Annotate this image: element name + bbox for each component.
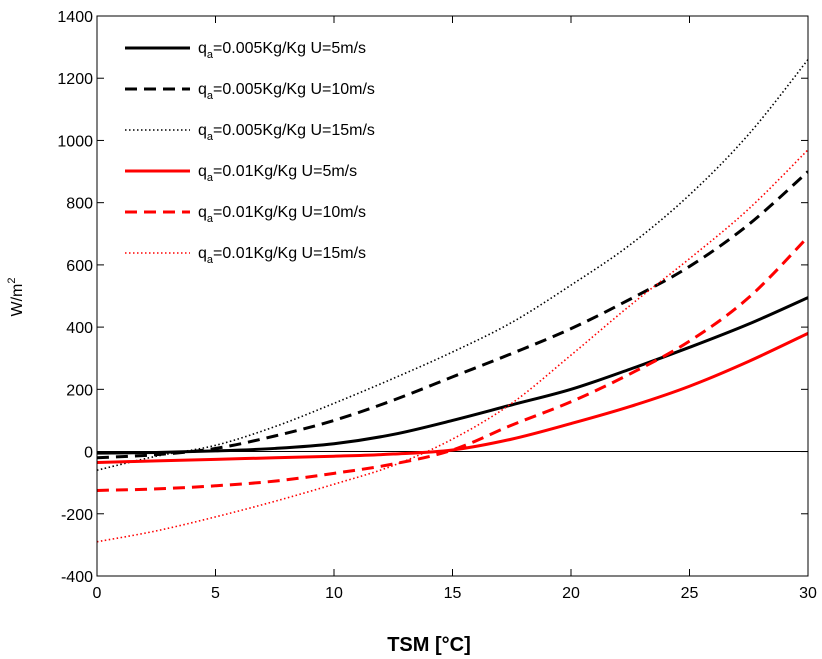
legend-label-1: qa=0.005Kg/Kg U=5m/s bbox=[198, 40, 366, 61]
legend: qa=0.005Kg/Kg U=5m/s qa=0.005Kg/Kg U=10m/… bbox=[125, 40, 375, 266]
x-tick-label: 20 bbox=[562, 585, 580, 602]
series-line-5 bbox=[97, 235, 808, 492]
plot-background bbox=[97, 16, 808, 576]
x-tick-label: 5 bbox=[211, 585, 220, 602]
y-axis-label-main: W/m bbox=[9, 284, 26, 317]
legend-label-6: qa=0.01Kg/Kg U=15m/s bbox=[198, 245, 366, 266]
x-tick-label: 30 bbox=[799, 585, 817, 602]
y-tick-label: 400 bbox=[66, 320, 93, 337]
y-tick-label: -200 bbox=[61, 507, 93, 524]
legend-label-4: qa=0.01Kg/Kg U=5m/s bbox=[198, 163, 357, 184]
x-tick-label: 25 bbox=[681, 585, 699, 602]
y-tick-label: 200 bbox=[66, 382, 93, 399]
y-tick-label: 1200 bbox=[57, 71, 93, 88]
series-line-2 bbox=[97, 170, 808, 460]
series-line-3 bbox=[97, 59, 808, 471]
plot-area bbox=[97, 16, 808, 576]
series-line-1 bbox=[97, 296, 808, 455]
legend-label-5: qa=0.01Kg/Kg U=10m/s bbox=[198, 204, 366, 225]
x-tick-label: 10 bbox=[325, 585, 343, 602]
y-axis-label-sup: 2 bbox=[6, 278, 18, 284]
y-tick-label: -400 bbox=[61, 569, 93, 586]
y-tick-label: 600 bbox=[66, 258, 93, 275]
x-tick-label: 0 bbox=[93, 585, 102, 602]
axes: 0 5 10 15 20 25 30 -400 -200 0 200 400 600 800 1000 120… bbox=[57, 9, 817, 602]
y-tick-label: 0 bbox=[84, 445, 93, 462]
series-line-4 bbox=[97, 331, 808, 464]
y-tick-label: 1400 bbox=[57, 9, 93, 26]
series-layer bbox=[97, 59, 808, 543]
y-tick-label: 1000 bbox=[57, 133, 93, 150]
y-axis-label: W/m2 bbox=[6, 278, 26, 317]
x-axis-label: TSM [°C] bbox=[387, 634, 471, 656]
x-tick-label: 15 bbox=[444, 585, 462, 602]
legend-label-2: qa=0.005Kg/Kg U=10m/s bbox=[198, 81, 375, 102]
y-tick-label: 800 bbox=[66, 196, 93, 213]
legend-label-3: qa=0.005Kg/Kg U=15m/s bbox=[198, 122, 375, 143]
